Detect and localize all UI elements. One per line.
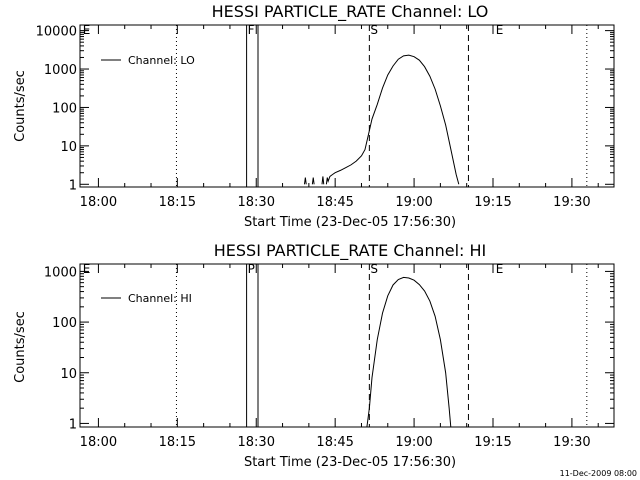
lo-flag-label: F bbox=[248, 23, 255, 37]
hi-y-tick-label: 100 bbox=[52, 316, 77, 331]
hi-y-tick-label: 10 bbox=[60, 367, 77, 382]
lo-flag-label: S bbox=[370, 23, 378, 37]
hi-legend-label: Channel: HI bbox=[128, 292, 192, 305]
lo-plot-title: HESSI PARTICLE_RATE Channel: LO bbox=[212, 2, 489, 22]
hi-y-tick-label: 1 bbox=[69, 417, 77, 432]
lo-x-tick-label: 18:00 bbox=[80, 195, 117, 210]
lo-x-tick-label: 19:15 bbox=[474, 195, 511, 210]
lo-y-tick-label: 100 bbox=[52, 101, 77, 116]
hi-y-axis-label: Counts/sec bbox=[13, 311, 28, 383]
hi-series-line bbox=[366, 276, 452, 427]
lo-series-line bbox=[321, 176, 325, 185]
lo-series-line bbox=[325, 54, 460, 185]
hi-flag-label: P bbox=[248, 262, 255, 276]
hi-flag-label: E bbox=[496, 262, 504, 276]
hi-x-tick-label: 19:30 bbox=[553, 435, 590, 450]
hi-x-tick-label: 18:00 bbox=[80, 435, 117, 450]
lo-y-tick-label: 10000 bbox=[36, 25, 77, 40]
lo-y-tick-label: 1 bbox=[69, 178, 77, 193]
lo-series-line bbox=[303, 177, 307, 185]
lo-series-line bbox=[311, 177, 315, 185]
hi-channel-panel: HESSI PARTICLE_RATE Channel: HI Start Ti… bbox=[13, 241, 615, 470]
lo-x-tick-label: 19:00 bbox=[395, 195, 432, 210]
lo-x-tick-label: 18:45 bbox=[316, 195, 353, 210]
hi-x-tick-label: 19:00 bbox=[395, 435, 432, 450]
hi-flag-label: S bbox=[370, 262, 378, 276]
lo-y-tick-label: 10 bbox=[60, 140, 77, 155]
lo-x-tick-label: 19:30 bbox=[553, 195, 590, 210]
lo-flag-label: E bbox=[496, 23, 504, 37]
lo-x-tick-label: 18:30 bbox=[238, 195, 275, 210]
hi-flag-label: E bbox=[83, 262, 91, 276]
lo-x-tick-label: 18:15 bbox=[159, 195, 196, 210]
hi-plot-frame bbox=[79, 263, 615, 428]
hi-x-tick-label: 18:30 bbox=[238, 435, 275, 450]
hi-x-tick-label: 18:15 bbox=[159, 435, 196, 450]
generation-timestamp: 11-Dec-2009 08:00 bbox=[560, 469, 637, 478]
hi-y-tick-label: 1000 bbox=[44, 265, 77, 280]
hi-plot-title: HESSI PARTICLE_RATE Channel: HI bbox=[214, 241, 487, 261]
lo-plot-frame bbox=[79, 24, 615, 188]
lo-y-tick-label: 1000 bbox=[44, 63, 77, 78]
hi-x-tick-label: 19:15 bbox=[474, 435, 511, 450]
lo-x-axis-label: Start Time (23-Dec-05 17:56:30) bbox=[244, 215, 456, 230]
lo-channel-panel: HESSI PARTICLE_RATE Channel: LO Start Ti… bbox=[13, 2, 615, 230]
lo-flag-label: E bbox=[83, 23, 91, 37]
hi-x-tick-label: 18:45 bbox=[316, 435, 353, 450]
lo-legend-label: Channel: LO bbox=[128, 54, 195, 67]
hi-x-axis-label: Start Time (23-Dec-05 17:56:30) bbox=[244, 455, 456, 470]
lo-y-axis-label: Counts/sec bbox=[13, 70, 28, 142]
